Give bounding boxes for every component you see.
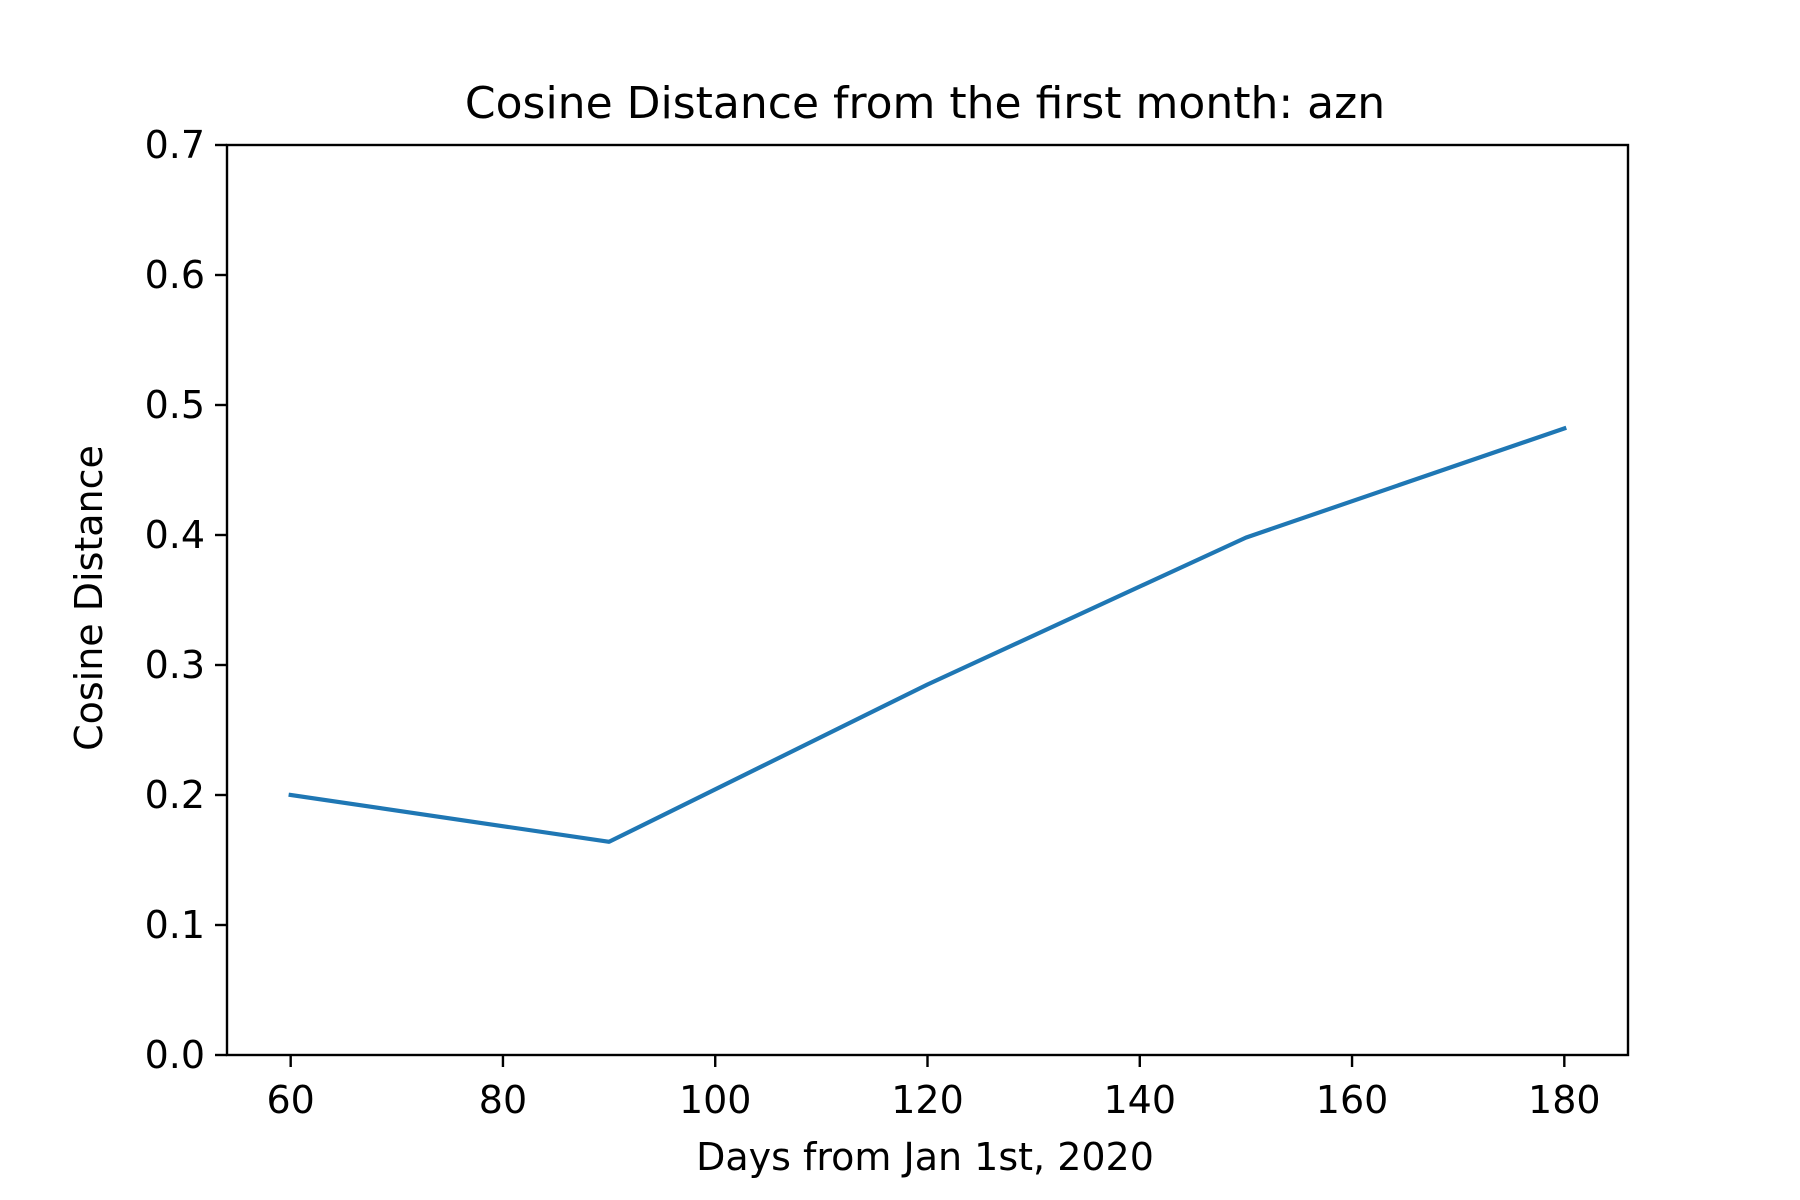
y-tick-label: 0.0	[145, 1033, 205, 1077]
x-tick-label: 180	[1528, 1078, 1601, 1122]
y-tick-label: 0.6	[145, 253, 205, 297]
plot-area	[225, 143, 1630, 1057]
series-group	[288, 425, 1567, 844]
series-line	[288, 425, 1567, 844]
x-axis-label: Days from Jan 1st, 2020	[696, 1135, 1154, 1179]
y-axis-label: Cosine Distance	[67, 445, 111, 751]
x-tick-label: 160	[1316, 1078, 1389, 1122]
x-tick-label: 80	[479, 1078, 527, 1122]
y-tick-label: 0.7	[145, 123, 205, 167]
y-axis: 0.0 0.1 0.2 0.3 0.4 0.5 0.6 0.7	[145, 123, 227, 1077]
y-tick-label: 0.4	[145, 513, 205, 557]
y-tick-label: 0.5	[145, 383, 205, 427]
chart-title: Cosine Distance from the first month: az…	[465, 78, 1385, 129]
y-tick-label: 0.2	[145, 773, 205, 817]
plot-frame	[225, 143, 1630, 1057]
x-tick-label: 140	[1104, 1078, 1177, 1122]
x-tick-label: 100	[679, 1078, 752, 1122]
x-tick-label: 60	[267, 1078, 315, 1122]
x-axis: 60 80 100 120 140 160 180	[267, 1055, 1601, 1122]
y-tick-label: 0.3	[145, 643, 205, 687]
y-tick-label: 0.1	[145, 903, 205, 947]
x-tick-label: 120	[891, 1078, 964, 1122]
